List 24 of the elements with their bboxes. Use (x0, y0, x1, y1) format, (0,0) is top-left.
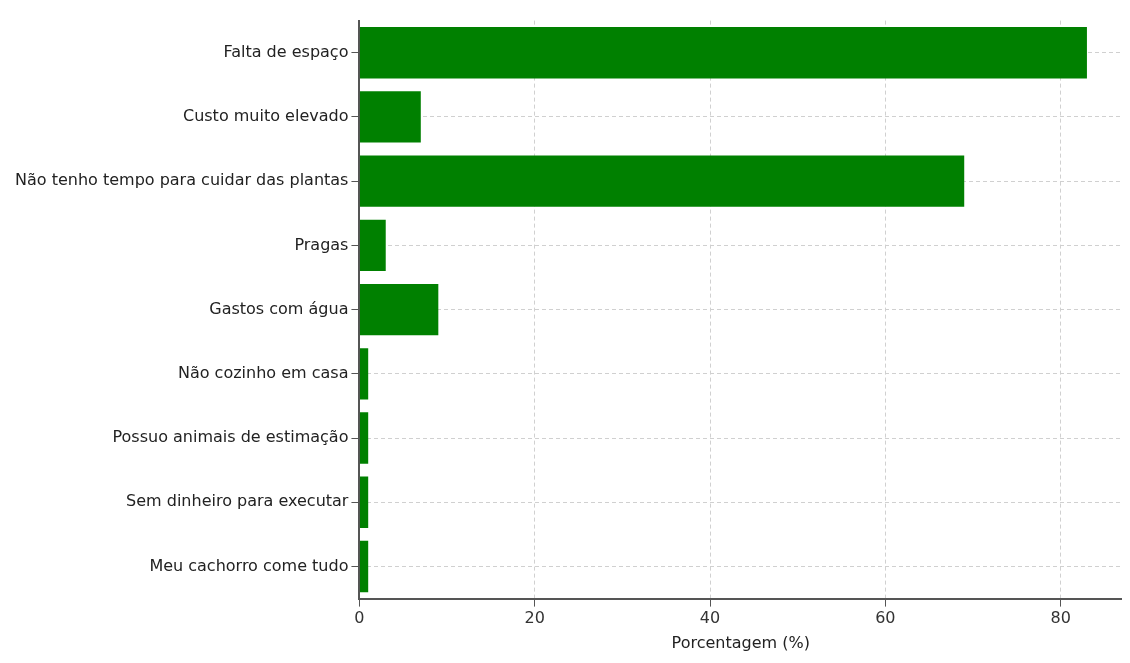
bar (359, 283, 439, 336)
y-tick-label: Sem dinheiro para executar (126, 491, 349, 511)
bar (359, 91, 421, 143)
bar (359, 540, 369, 593)
bar (359, 348, 369, 400)
bar (359, 412, 369, 464)
x-tick-label: 0 (354, 608, 365, 628)
bar (359, 219, 386, 272)
y-tick-label: Meu cachorro come tudo (149, 555, 349, 575)
y-tick-label: Falta de espaço (223, 41, 349, 61)
y-tick-label: Não cozinho em casa (177, 362, 349, 382)
y-tick-label: Custo muito elevado (182, 106, 349, 126)
x-tick-label: 80 (1050, 608, 1071, 628)
y-tick-label: Gastos com água (209, 298, 349, 318)
y-tick-label: Pragas (294, 234, 349, 254)
x-tick-label: 20 (524, 608, 545, 628)
y-tick-label: Não tenho tempo para cuidar das plantas (15, 170, 349, 190)
y-tick-label: Possuo animais de estimação (112, 427, 349, 447)
bar (359, 27, 1087, 79)
x-axis-title: Porcentagem (%) (671, 632, 810, 652)
bar (359, 476, 369, 528)
bar (359, 155, 965, 207)
x-tick-label: 40 (699, 608, 721, 628)
x-tick-label: 60 (875, 608, 896, 628)
